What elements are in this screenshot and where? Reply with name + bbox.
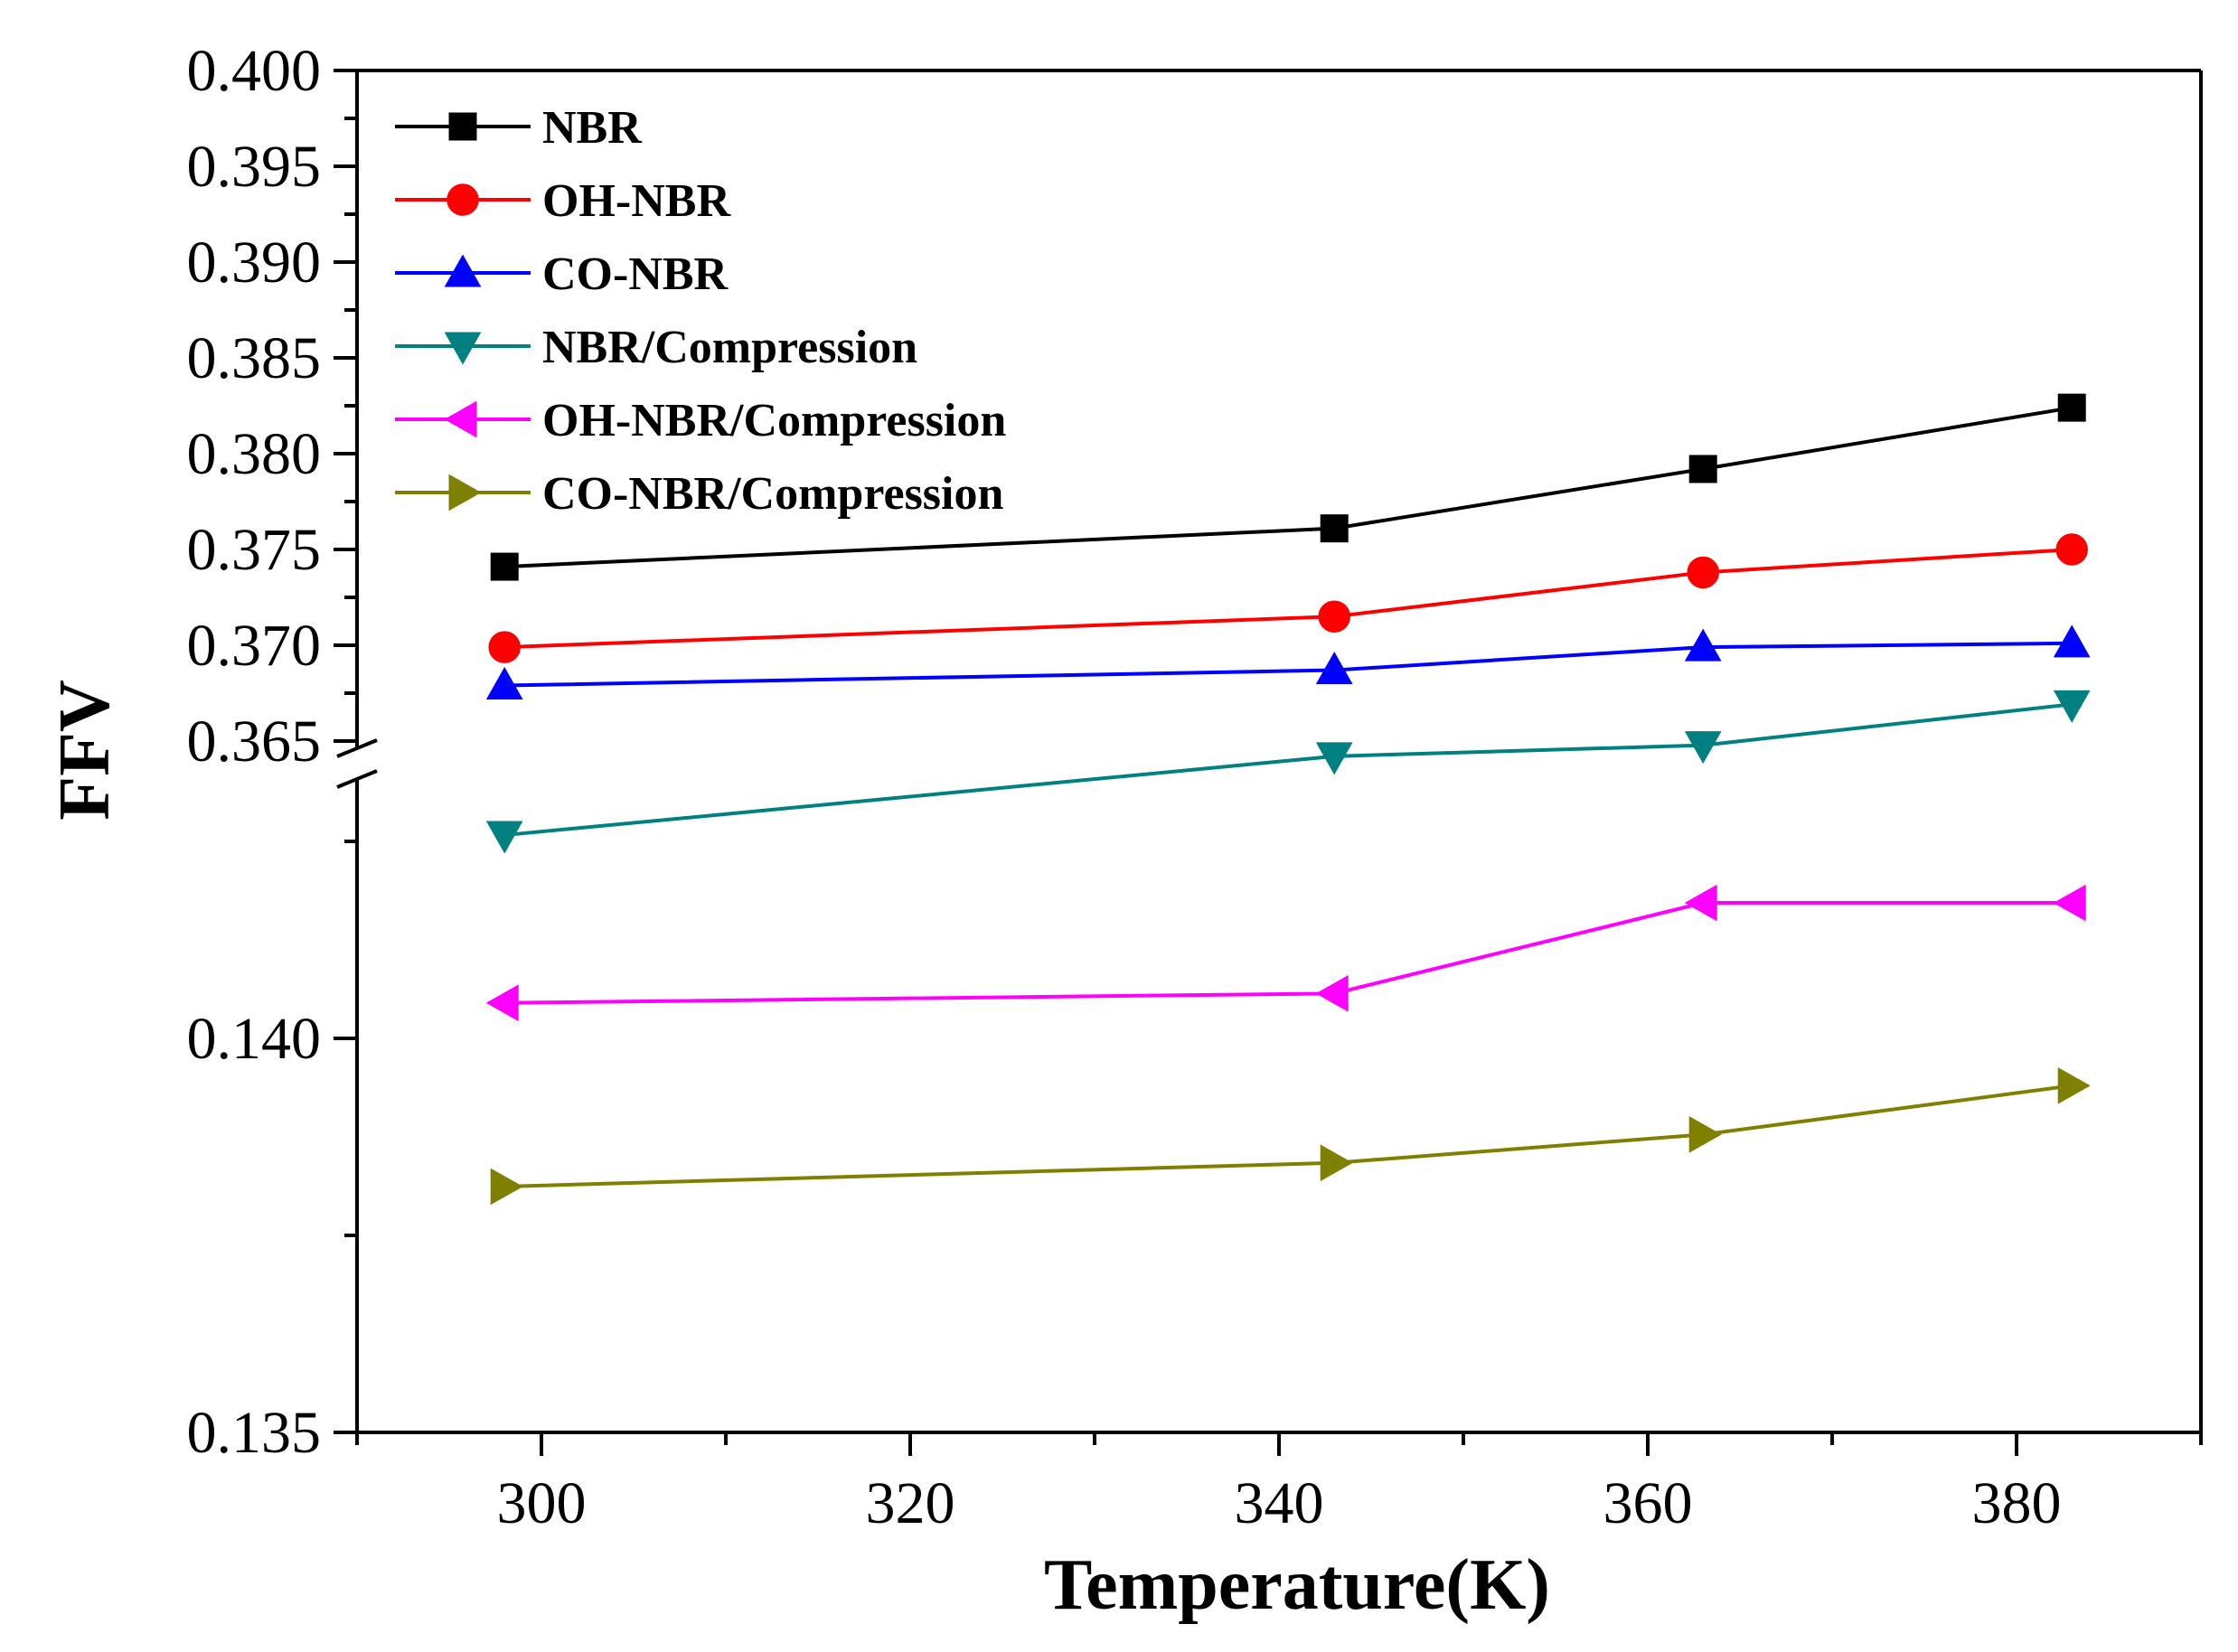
data-point [1320, 1144, 1353, 1182]
data-point [2053, 884, 2086, 922]
series-line [504, 702, 2073, 838]
y-tick-label: 0.370 [187, 613, 322, 679]
data-point [2053, 624, 2091, 658]
y-tick-label: 0.400 [187, 38, 322, 104]
data-point [485, 984, 519, 1022]
legend-marker [444, 332, 482, 365]
data-point [1684, 884, 1717, 922]
x-tick-label: 380 [1972, 1470, 2062, 1536]
legend-label: NBR [542, 102, 643, 154]
legend-label: OH-NBR [542, 175, 731, 227]
axis-break-mark [336, 769, 378, 789]
y-tick-label: 0.140 [187, 1006, 322, 1072]
series-oh-nbr-compression [485, 884, 2086, 1022]
y-tick-label: 0.395 [187, 134, 322, 200]
legend-item: OH-NBR/Compression [395, 395, 1006, 446]
axis-break-mark [336, 738, 378, 758]
series-nbr [490, 393, 2086, 581]
legend-marker [448, 112, 477, 141]
y-tick-label: 0.390 [187, 230, 322, 296]
legend-item: NBR [395, 102, 643, 154]
legend-marker [444, 254, 482, 287]
y-tick-label: 0.375 [187, 517, 322, 583]
legend-item: CO-NBR/Compression [395, 468, 1003, 520]
series-line [504, 548, 2073, 650]
series-co-nbr [485, 624, 2091, 700]
data-point [2057, 393, 2086, 422]
data-point [488, 631, 521, 663]
series-line [504, 901, 2073, 1005]
data-point [1687, 556, 1719, 589]
x-tick-label: 300 [497, 1470, 587, 1536]
legend-marker [448, 474, 482, 512]
legend-item: NBR/Compression [395, 322, 917, 373]
y-tick-label: 0.365 [187, 709, 322, 774]
series-line [504, 1084, 2073, 1188]
y-tick-label: 0.385 [187, 325, 322, 391]
series-nbr-compression [485, 690, 2091, 854]
y-tick-label: 0.380 [187, 421, 322, 487]
data-point [1688, 1116, 1722, 1153]
x-tick-label: 360 [1603, 1470, 1693, 1536]
data-point [1318, 600, 1350, 633]
y-axis-title: FFV [45, 680, 125, 821]
series-co-nbr-compression [490, 1066, 2091, 1206]
x-axis-ticks: 300 320 340 360 380 [355, 1432, 2203, 1536]
series-line [504, 641, 2073, 688]
series-layer [485, 393, 2091, 1206]
data-point [1315, 652, 1353, 685]
data-point [1688, 455, 1717, 483]
legend-label: OH-NBR/Compression [542, 395, 1006, 446]
legend-marker [447, 183, 479, 216]
data-point [2053, 690, 2091, 723]
legend-item: CO-NBR [395, 249, 729, 300]
series-line [504, 406, 2073, 569]
legend-label: NBR/Compression [542, 322, 917, 373]
legend: NBR OH-NBR CO-NBR NBR/Compression OH-NBR/Com… [395, 102, 1006, 520]
data-point [1320, 514, 1349, 543]
data-point [490, 1168, 523, 1206]
data-point [1684, 731, 1722, 765]
data-point [1315, 974, 1349, 1012]
legend-marker [444, 400, 477, 438]
plot-frame [336, 69, 2203, 1434]
data-point [1315, 742, 1353, 775]
data-point [2055, 533, 2088, 566]
series-oh-nbr [488, 533, 2088, 663]
data-point [2057, 1066, 2091, 1104]
y-tick-label: 0.135 [187, 1400, 322, 1466]
x-axis-title: Temperature(K) [1044, 1545, 1550, 1625]
x-tick-label: 320 [866, 1470, 955, 1536]
data-point [1684, 628, 1722, 662]
legend-label: CO-NBR/Compression [542, 468, 1003, 520]
data-point [485, 821, 523, 854]
x-tick-label: 340 [1235, 1470, 1324, 1536]
data-point [485, 667, 523, 700]
y-axis-ticks: 0.365 0.370 0.375 0.380 0.385 0.390 0.395 0.400… [187, 38, 357, 1466]
legend-label: CO-NBR [542, 249, 729, 300]
data-point [490, 552, 519, 581]
legend-item: OH-NBR [395, 175, 731, 227]
